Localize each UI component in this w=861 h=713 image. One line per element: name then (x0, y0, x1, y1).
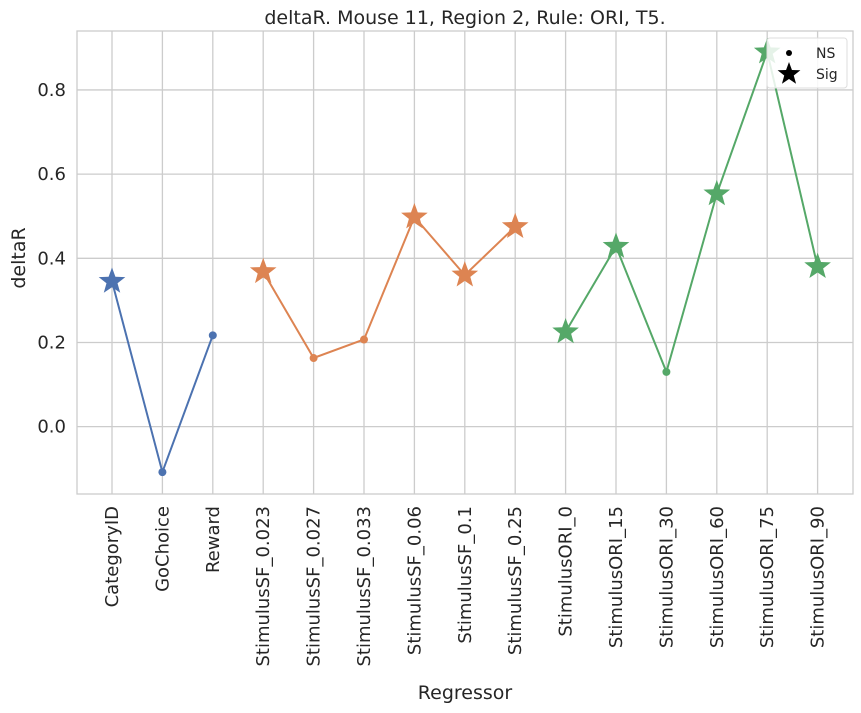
sig-star-marker (401, 203, 428, 229)
ns-dot-marker (662, 367, 671, 376)
sig-star-marker (451, 261, 479, 287)
x-tick-label: StimulusSF_0.027 (304, 506, 325, 667)
sig-star-marker (249, 257, 277, 284)
sig-star-marker (703, 179, 731, 206)
x-tick-label: StimulusORI_15 (606, 506, 627, 648)
y-tick-label: 0.8 (37, 80, 66, 101)
ns-dot-marker (158, 468, 167, 477)
x-tick-labels: CategoryID GoChoice Reward StimulusSF_0.023… (102, 506, 829, 667)
x-axis-label: Regressor (418, 682, 513, 704)
y-tick-labels: 0.0 0.2 0.4 0.6 0.8 (37, 80, 66, 438)
x-tick-label: CategoryID (102, 506, 123, 607)
ns-dot-marker (309, 354, 318, 363)
x-tick-label: StimulusSF_0.023 (253, 506, 274, 667)
sig-star-marker (552, 317, 579, 344)
x-tick-label: StimulusSF_0.033 (354, 506, 375, 667)
y-tick-label: 0.0 (37, 417, 66, 438)
y-tick-label: 0.4 (37, 248, 66, 269)
sig-star-marker (602, 232, 630, 258)
sig-star-marker (98, 267, 126, 293)
legend-star-icon (777, 62, 801, 84)
x-tick-label: StimulusORI_90 (808, 506, 829, 648)
y-axis-label: deltaR (8, 227, 30, 288)
chart-title: deltaR. Mouse 11, Region 2, Rule: ORI, T… (264, 7, 665, 29)
x-tick-label: StimulusORI_0 (556, 506, 577, 637)
y-tick-label: 0.6 (37, 164, 66, 185)
plot-border (76, 30, 854, 495)
legend: NS Sig (766, 37, 848, 89)
x-tick-label: GoChoice (152, 506, 173, 592)
legend-dot-icon (786, 50, 792, 56)
ns-dot-marker (360, 335, 368, 344)
series-line (262, 215, 516, 360)
y-tick-label: 0.2 (37, 332, 66, 353)
legend-label: NS (816, 46, 835, 62)
x-tick-label: StimulusORI_75 (757, 506, 778, 648)
x-tick-label: StimulusORI_30 (656, 506, 677, 648)
ns-dot-marker (208, 331, 217, 340)
sig-star-marker (804, 252, 831, 279)
x-tick-label: StimulusSF_0.1 (455, 506, 476, 644)
x-tick-label: StimulusSF_0.06 (404, 506, 425, 655)
x-tick-label: StimulusORI_60 (707, 506, 728, 648)
plot-frame (76, 30, 854, 495)
legend-label: Sig (816, 67, 838, 83)
sig-star-marker (501, 212, 529, 239)
x-tick-label: Reward (203, 506, 224, 573)
x-tick-label: StimulusSF_0.25 (505, 506, 526, 655)
